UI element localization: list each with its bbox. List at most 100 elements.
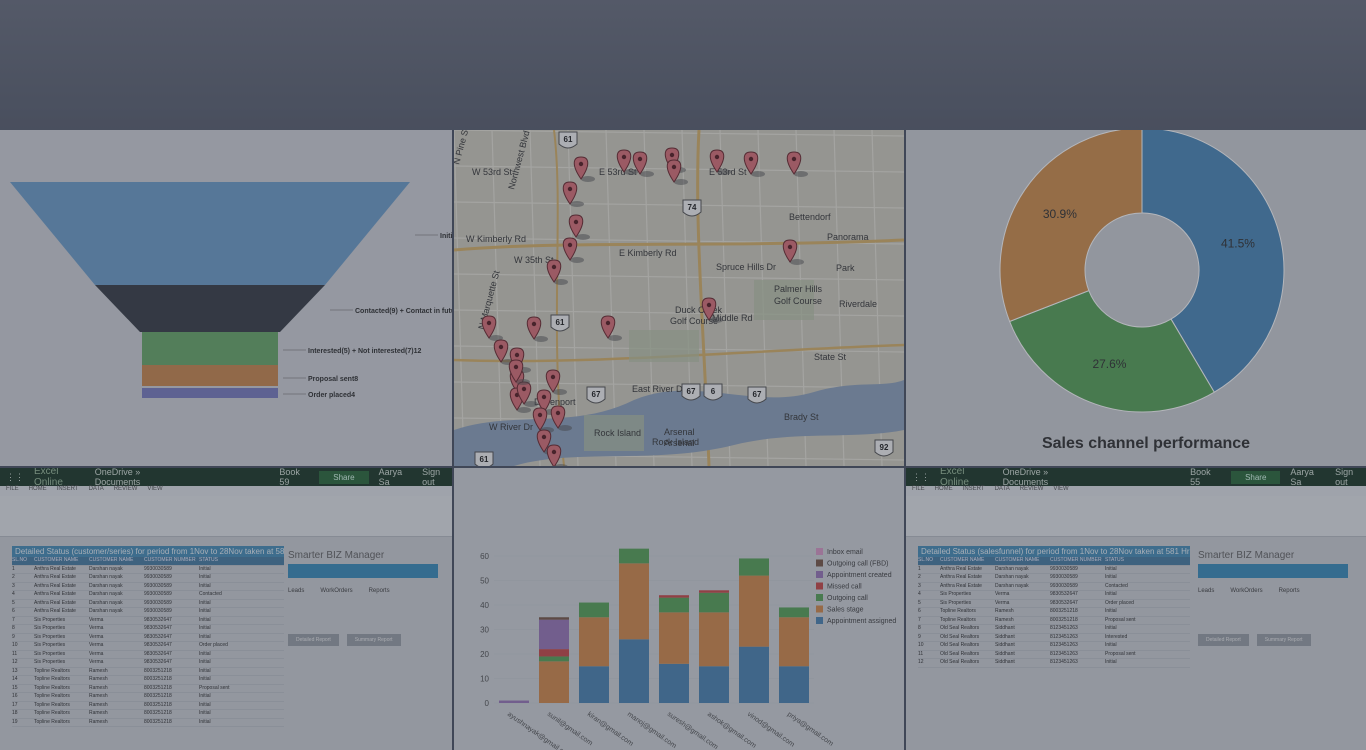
table-row[interactable]: 4 Anthra Real Estate Darshan nayak 99300305… <box>12 591 284 600</box>
table-row[interactable]: 10 Sis Properties Verma 9830532647 Order pla… <box>12 642 284 651</box>
pin-shadow <box>790 259 804 265</box>
ribbon-tab[interactable]: HOME <box>28 486 47 492</box>
table-row[interactable]: 3 Anthra Real Estate Darshan nayak 99300305… <box>12 583 284 591</box>
table-cell: Initial <box>199 710 211 716</box>
table-row[interactable]: 12 Sis Properties Verma 9830532647 Initial <box>12 659 284 668</box>
signout-link[interactable]: Sign out <box>422 468 441 487</box>
table-row[interactable]: 11 Sis Properties Verma 9830532647 Initial <box>12 651 284 659</box>
table-row[interactable]: 18 Topline Realtors Ramesh 8003251218 Initia… <box>12 710 284 719</box>
table-row[interactable]: 1 Anthra Real Estate Darshan nayak 99300305… <box>918 565 1190 574</box>
table-row[interactable]: 12 Old Seal Realtors Siddhant 8123451263 Ini… <box>918 659 1190 668</box>
table-cell: 16 <box>12 693 18 699</box>
ribbon-tab[interactable]: REVIEW <box>113 486 138 492</box>
table-row[interactable]: 17 Topline Realtors Ramesh 8003251218 Initia… <box>12 701 284 710</box>
ribbon-tab[interactable]: FILE <box>912 486 925 492</box>
table-row[interactable]: 14 Topline Realtors Ramesh 8003251218 Initia… <box>12 676 284 685</box>
ribbon-tab[interactable]: INSERT <box>56 486 79 492</box>
table-row[interactable]: 7 Sis Properties Verma 9830532647 Initial <box>12 617 284 625</box>
bar-segment <box>699 666 729 703</box>
table-cell: 8003251218 <box>144 667 172 674</box>
map-pin-dot <box>550 374 556 380</box>
ribbon-tab[interactable]: VIEW <box>1053 486 1069 492</box>
ribbon-tab[interactable]: FILE <box>6 486 19 492</box>
bar-segment <box>739 646 769 703</box>
table-row[interactable]: 13 Topline Realtors Ramesh 8003251218 Initia… <box>12 667 284 676</box>
map-pin-dot <box>541 434 547 440</box>
table-row[interactable]: 16 Topline Realtors Ramesh 8003251218 Initia… <box>12 693 284 702</box>
report-button[interactable]: Summary Report <box>1256 634 1311 646</box>
map-pin-icon <box>550 405 566 429</box>
table-row[interactable]: 11 Old Seal Realtors Siddhant 8123451263 Pro… <box>918 650 1190 659</box>
table-cell: 18 <box>12 710 18 716</box>
table-row[interactable]: 8 Sis Properties Verma 9830532647 Initial <box>12 625 284 634</box>
spreadsheet[interactable]: Detailed Status (customer/series) for pe… <box>12 546 284 727</box>
ribbon-tab[interactable]: DATA <box>994 486 1010 492</box>
spreadsheet[interactable]: Detailed Status (salesfunnel) for period… <box>918 546 1190 668</box>
table-row[interactable]: 10 Old Seal Realtors Siddhant 8123451263 Ini… <box>918 642 1190 651</box>
table-row[interactable]: 1 Anthra Real Estate Darshan nayak 99300305… <box>12 566 284 574</box>
biz-tab[interactable]: WorkOrders <box>320 588 353 594</box>
table-cell: CUSTOMER NUMBER <box>1050 557 1102 563</box>
table-row[interactable]: 7 Topline Realtors Ramesh 8003251218 Proposa… <box>918 617 1190 625</box>
table-row[interactable]: 9 Sis Properties Verma 9830532647 Initial <box>12 634 284 642</box>
map-pin-dot <box>498 344 504 350</box>
table-row[interactable]: 6 Topline Realtors Ramesh 8003251218 Initial <box>918 608 1190 617</box>
map-street <box>454 130 465 466</box>
table-header-row[interactable]: SL.NO CUSTOMER NAME CUSTOMER NAME CUSTOMER … <box>12 557 284 566</box>
biz-tab[interactable]: Reports <box>1278 588 1300 594</box>
table-row[interactable]: 15 Topline Realtors Ramesh 8003251218 Propos… <box>12 685 284 693</box>
biz-tab[interactable]: WorkOrders <box>1230 588 1263 594</box>
table-row[interactable]: 2 Anthra Real Estate Darshan nayak 99300305… <box>918 574 1190 583</box>
ribbon-tab[interactable]: INSERT <box>962 486 985 492</box>
highway-number: 67 <box>753 390 762 399</box>
report-button[interactable]: Detailed Report <box>1198 634 1249 646</box>
share-button[interactable]: Share <box>319 470 369 484</box>
map-pin-dot <box>791 156 797 162</box>
pin-shadow <box>570 257 584 263</box>
grid-icon[interactable]: ⋮⋮ <box>912 471 930 482</box>
highway-shield-icon <box>474 451 494 466</box>
user-name[interactable]: Aarya Sa <box>1290 468 1314 487</box>
grid-icon[interactable]: ⋮⋮ <box>6 471 24 482</box>
breadcrumb[interactable]: OneDrive » Documents <box>94 468 141 487</box>
signout-link[interactable]: Sign out <box>1335 468 1354 487</box>
report-button[interactable]: Detailed Report <box>288 634 339 646</box>
ribbon-tab[interactable]: HOME <box>934 486 953 492</box>
table-cell: Darshan nayak <box>995 565 1029 572</box>
ribbon-tab[interactable]: DATA <box>88 486 104 492</box>
user-name[interactable]: Aarya Sa <box>378 468 403 487</box>
biz-tabs: Leads WorkOrders Reports <box>288 588 438 594</box>
table-cell: Order placed <box>1105 599 1134 606</box>
map-street-label: Brady St <box>784 412 819 422</box>
donut-slice-label: 30.9% <box>1043 207 1077 221</box>
map-street-label: Park <box>836 263 855 273</box>
table-row[interactable]: 5 Sis Properties Verma 9830532647 Order plac… <box>918 599 1190 608</box>
table-header-row[interactable]: SL.NO CUSTOMER NAME CUSTOMER NAME CUSTOMER … <box>918 557 1190 566</box>
table-row[interactable]: 3 Anthra Real Estate Darshan nayak 99300305… <box>918 583 1190 591</box>
map-pin-dot <box>567 186 573 192</box>
report-button[interactable]: Summary Report <box>346 634 401 646</box>
table-row[interactable]: 2 Anthra Real Estate Darshan nayak 99300305… <box>12 574 284 583</box>
table-cell: 4 <box>918 591 921 597</box>
biz-tab[interactable]: Leads <box>288 588 305 594</box>
table-row[interactable]: 19 Topline Realtors Ramesh 8003251218 Initia… <box>12 719 284 727</box>
bar-segment <box>779 617 809 667</box>
ribbon-tab[interactable]: REVIEW <box>1019 486 1044 492</box>
table-cell: Old Seal Realtors <box>940 650 980 657</box>
biz-tab[interactable]: Reports <box>368 588 390 594</box>
share-button[interactable]: Share <box>1231 470 1281 484</box>
table-row[interactable]: 8 Old Seal Realtors Siddhant 8123451263 Init… <box>918 625 1190 634</box>
donut-slice <box>999 130 1143 323</box>
biz-tab[interactable]: Leads <box>1198 588 1215 594</box>
ribbon-tab[interactable]: VIEW <box>147 486 163 492</box>
breadcrumb[interactable]: OneDrive » Documents <box>1002 468 1049 487</box>
table-cell: 8123451263 <box>1050 633 1078 640</box>
table-cell: 8003251218 <box>144 701 172 708</box>
table-row[interactable]: 9 Old Seal Realtors Siddhant 8123451263 Inte… <box>918 633 1190 642</box>
table-row[interactable]: 5 Anthra Real Estate Darshan nayak 99300305… <box>12 600 284 608</box>
table-row[interactable]: 4 Sis Properties Verma 9830532647 Initial <box>918 591 1190 600</box>
table-cell: CUSTOMER NAME <box>940 557 985 563</box>
table-row[interactable]: 6 Anthra Real Estate Darshan nayak 99300305… <box>12 608 284 617</box>
